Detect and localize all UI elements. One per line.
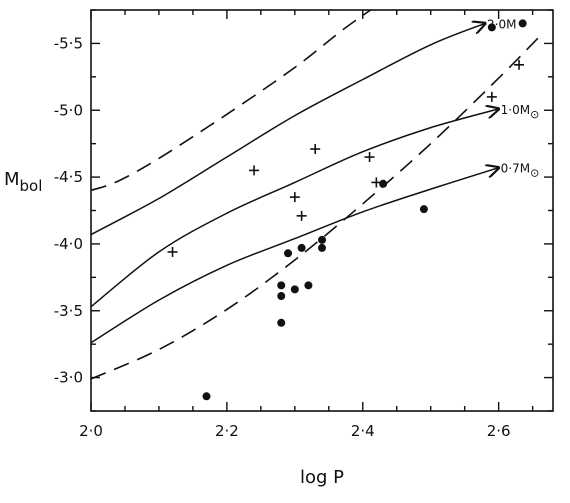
x-tick-label: 2·6 bbox=[487, 422, 511, 440]
y-tick-label: -3·5 bbox=[54, 302, 83, 320]
data-point-dot bbox=[297, 243, 306, 252]
plot-frame bbox=[90, 9, 554, 412]
data-point-dot bbox=[202, 392, 211, 401]
boundary-curve-2 bbox=[91, 36, 540, 380]
x-axis-title: log P bbox=[300, 467, 344, 488]
data-point-dot bbox=[318, 243, 326, 252]
data-point-dot bbox=[304, 281, 313, 290]
y-axis-title-sub: bol bbox=[20, 177, 43, 195]
x-tick-label: 2·2 bbox=[215, 422, 239, 440]
data-point-plus bbox=[371, 177, 382, 188]
track-label-main: 2·0M bbox=[487, 17, 516, 31]
data-point-dot bbox=[277, 281, 286, 290]
data-point-dot bbox=[487, 23, 496, 32]
data-point-dot bbox=[277, 292, 286, 301]
data-point-plus bbox=[289, 192, 300, 203]
y-tick-label: -5·5 bbox=[54, 34, 83, 52]
boundary-curve-1 bbox=[91, 10, 373, 192]
y-tick-label: -5·0 bbox=[54, 101, 83, 119]
x-tick-label: 2·4 bbox=[351, 422, 375, 440]
track-line-2 bbox=[90, 109, 499, 308]
data-point-plus bbox=[249, 165, 260, 176]
track-label-1: 2·0M bbox=[487, 17, 516, 31]
y-tick-label: -3·0 bbox=[54, 369, 83, 387]
data-point-plus bbox=[167, 246, 178, 257]
data-point-dot bbox=[419, 205, 428, 214]
y-tick-label: -4·0 bbox=[54, 235, 83, 253]
track-label-2: 1·0M⊙ bbox=[501, 103, 540, 121]
track-line-1 bbox=[90, 23, 485, 236]
data-point-dot bbox=[284, 249, 293, 258]
data-point-dot bbox=[290, 285, 299, 294]
data-point-plus bbox=[310, 144, 321, 155]
track-label-main: 0·7M bbox=[501, 162, 530, 176]
data-point-dot bbox=[277, 318, 286, 327]
data-point-plus bbox=[486, 91, 497, 102]
data-point-plus bbox=[364, 152, 375, 163]
track-label-main: 1·0M bbox=[501, 103, 530, 117]
track-label-sub: ⊙ bbox=[530, 108, 539, 121]
track-label-sub: ⊙ bbox=[530, 167, 539, 180]
y-tick-label: -4·5 bbox=[54, 168, 83, 186]
data-point-plus bbox=[296, 210, 307, 221]
data-point-plus bbox=[514, 59, 525, 70]
data-point-dot bbox=[379, 179, 388, 188]
x-tick-label: 2·0 bbox=[79, 422, 103, 440]
data-point-dot bbox=[318, 235, 326, 244]
y-axis-title-main: M bbox=[4, 169, 20, 190]
track-line-3 bbox=[90, 168, 499, 344]
y-axis-title: Mbol bbox=[4, 169, 42, 195]
track-label-3: 0·7M⊙ bbox=[501, 162, 540, 180]
track-end-dot-1 bbox=[518, 19, 527, 28]
